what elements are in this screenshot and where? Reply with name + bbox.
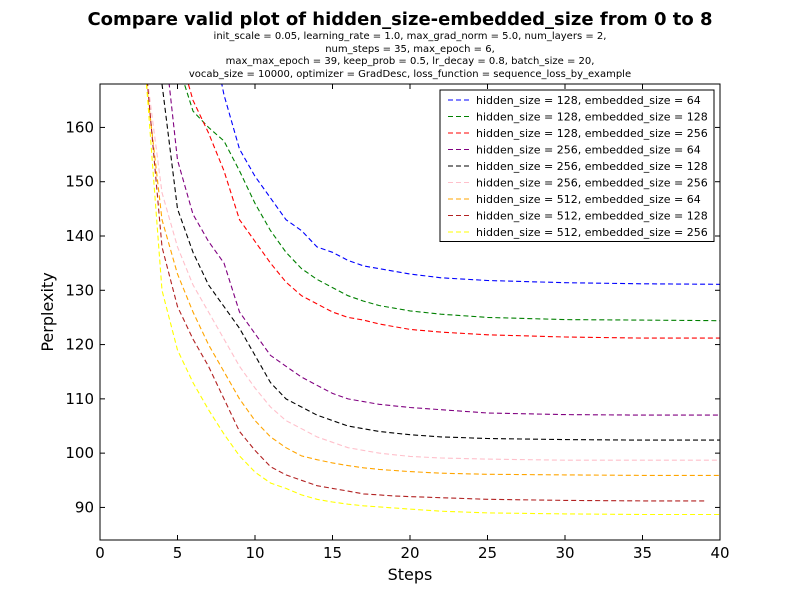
x-tick-label: 40: [710, 544, 729, 562]
legend-entry: hidden_size = 512, embedded_size = 64: [476, 193, 701, 206]
y-tick-label: 110: [65, 390, 94, 408]
chart-title: Compare valid plot of hidden_size-embedd…: [87, 9, 713, 30]
x-tick-label: 10: [245, 544, 264, 562]
series-line-5: [161, 84, 720, 441]
y-tick-label: 130: [65, 281, 94, 299]
y-axis-label: Perplexity: [38, 272, 57, 351]
legend: hidden_size = 128, embedded_size = 64 hid…: [439, 89, 715, 242]
series-line-8: [146, 84, 705, 502]
tick-layer: 0 5 10 15 20 25 30 35 40 90 100 110 120 130 140 150 160: [65, 84, 730, 562]
series-layer: [145, 84, 720, 516]
series-line-6: [147, 84, 720, 461]
series-line-9: [145, 84, 720, 516]
subtitle-line: vocab_size = 10000, optimizer = GradDesc…: [188, 68, 632, 80]
series-line-1: [221, 84, 720, 285]
subtitle-line: num_steps = 35, max_epoch = 6,: [325, 43, 495, 55]
y-tick-label: 120: [65, 336, 94, 354]
legend-entry: hidden_size = 256, embedded_size = 256: [476, 177, 708, 190]
legend-entry: hidden_size = 128, embedded_size = 128: [476, 111, 708, 124]
y-tick-label: 160: [65, 118, 94, 136]
legend-entry: hidden_size = 512, embedded_size = 256: [476, 226, 708, 239]
subtitle-line: max_max_epoch = 39, keep_prob = 0.5, lr_…: [225, 56, 595, 68]
chart-subtitle: init_scale = 0.05, learning_rate = 1.0, …: [0, 31, 800, 81]
x-tick-label: 15: [323, 544, 342, 562]
series-line-7: [145, 84, 720, 476]
y-tick-label: 150: [65, 173, 94, 191]
legend-entry: hidden_size = 128, embedded_size = 256: [476, 127, 708, 140]
x-tick-label: 20: [400, 544, 419, 562]
x-tick-label: 35: [633, 544, 652, 562]
x-tick-label: 5: [173, 544, 183, 562]
series-line-2: [183, 84, 720, 322]
x-tick-label: 30: [555, 544, 574, 562]
subtitle-line: init_scale = 0.05, learning_rate = 1.0, …: [213, 31, 607, 42]
series-line-3: [187, 84, 720, 339]
x-tick-label: 0: [95, 544, 105, 562]
x-axis-label: Steps: [388, 565, 433, 584]
legend-entry: hidden_size = 256, embedded_size = 128: [476, 160, 708, 173]
legend-entry: hidden_size = 512, embedded_size = 128: [476, 210, 708, 223]
y-tick-label: 90: [75, 498, 94, 516]
x-tick-label: 25: [478, 544, 497, 562]
y-tick-label: 100: [65, 444, 94, 462]
legend-entry: hidden_size = 128, embedded_size = 64: [476, 94, 701, 107]
legend-entry: hidden_size = 256, embedded_size = 64: [476, 144, 701, 157]
legend-box: [439, 89, 715, 242]
series-line-4: [168, 84, 720, 416]
y-tick-label: 140: [65, 227, 94, 245]
